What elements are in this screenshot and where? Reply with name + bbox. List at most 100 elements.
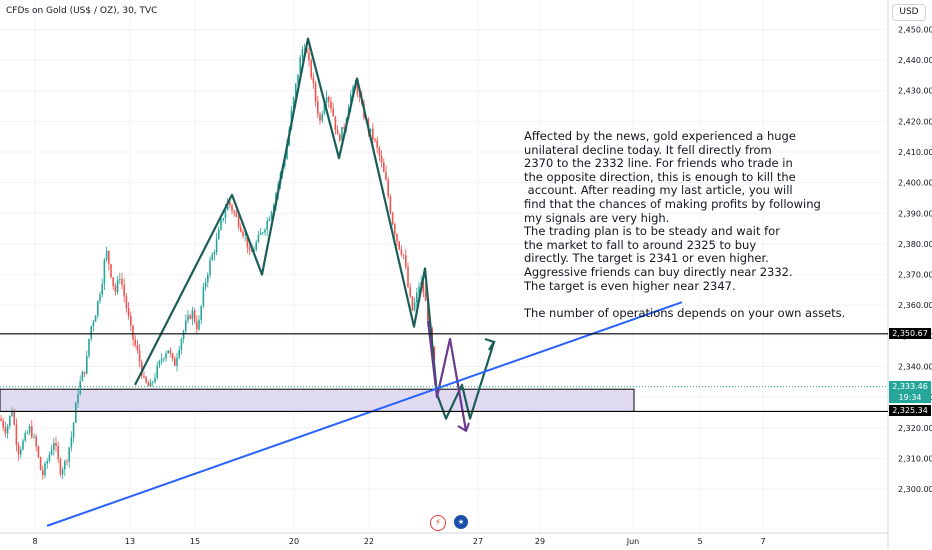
- candle-body: [28, 426, 31, 433]
- candle-body: [229, 201, 231, 206]
- symbol-title[interactable]: CFDs on Gold (US$ / OZ), 30, TVC: [6, 6, 158, 16]
- candle-body: [127, 308, 130, 316]
- x-tick-label: 8: [32, 537, 37, 546]
- candle-body: [46, 460, 48, 464]
- candle-body: [57, 445, 59, 460]
- lightning-event-icon[interactable]: ⚡: [430, 515, 446, 531]
- candle-body: [125, 296, 128, 309]
- candle-body: [53, 442, 55, 450]
- candle-body: [108, 250, 110, 265]
- candle-body: [13, 411, 15, 425]
- y-tick-label: 2,410.00: [898, 148, 932, 157]
- candle-body: [130, 315, 132, 326]
- x-tick-label: 22: [364, 537, 374, 546]
- x-tick-label: 13: [125, 537, 135, 546]
- y-tick-label: 2,440.00: [898, 56, 932, 65]
- note-line: directly. The target is 2341 or even hig…: [524, 251, 769, 266]
- candle-body: [4, 427, 7, 434]
- y-tick-label: 2,420.00: [898, 117, 932, 126]
- level-price-value: 2,333.46: [892, 381, 928, 391]
- candle-body: [33, 436, 35, 438]
- candle-body: [132, 325, 134, 340]
- candle-body: [303, 48, 306, 50]
- x-tick-label: 15: [190, 537, 200, 546]
- candle-body: [427, 300, 429, 320]
- candle-body: [20, 449, 22, 455]
- note-line: find that the chances of making profits …: [524, 196, 821, 211]
- note-line: the opposite direction, this is enough t…: [524, 169, 796, 184]
- candle-body: [143, 375, 145, 378]
- candle-body: [358, 93, 361, 97]
- candle-body: [207, 274, 209, 282]
- candle-body: [237, 216, 240, 228]
- candle-body: [81, 371, 84, 382]
- candle-body: [202, 286, 205, 307]
- candle-body: [160, 359, 163, 361]
- candle-body: [341, 127, 343, 141]
- candle-body: [240, 227, 242, 232]
- candle-body: [163, 358, 165, 360]
- note-line: unilateral decline today. It fell direct…: [524, 142, 772, 157]
- price-levels: [0, 333, 888, 413]
- y-tick-label: 2,360.00: [898, 301, 932, 310]
- candle-body: [402, 254, 405, 256]
- level-price-tag: 2,325.34: [889, 405, 931, 417]
- candle-body: [356, 84, 359, 94]
- candle-body: [88, 339, 90, 357]
- note-line: Aggressive friends can buy directly near…: [524, 264, 793, 279]
- note-line: [524, 293, 884, 307]
- candle-body: [297, 74, 299, 84]
- x-tick-label: 7: [760, 537, 765, 546]
- candle-body: [79, 381, 81, 395]
- candle-body: [246, 234, 249, 248]
- us-flag-event-icon[interactable]: ★: [454, 515, 468, 529]
- candle-body: [147, 382, 150, 387]
- candle-body: [182, 331, 185, 340]
- y-tick-label: 2,300.00: [898, 485, 932, 494]
- candle-body: [55, 442, 57, 446]
- zone-layer: [0, 388, 635, 412]
- candle-body: [418, 286, 420, 293]
- candle-body: [154, 377, 156, 382]
- candle-body: [50, 449, 53, 455]
- candle-body: [422, 282, 425, 293]
- candle-body: [270, 211, 273, 219]
- candle-body: [385, 171, 387, 181]
- candle-body: [319, 114, 321, 121]
- y-tick-label: 2,390.00: [898, 209, 932, 218]
- candle-body: [220, 219, 222, 230]
- candle-body: [121, 278, 123, 285]
- forecast-zigzag-line: [134, 37, 496, 420]
- x-tick-label: 27: [473, 537, 483, 546]
- currency-button[interactable]: USD: [892, 4, 926, 21]
- candle-body: [167, 350, 169, 354]
- analysis-note: Affected by the news, gold experienced a…: [524, 129, 884, 320]
- candle-body: [68, 447, 70, 462]
- candle-body: [198, 319, 200, 330]
- candle-body: [400, 249, 403, 255]
- candle-body: [110, 264, 112, 278]
- candle-body: [264, 229, 266, 233]
- candle-body: [323, 102, 326, 114]
- note-line: The number of operations depends on your…: [524, 305, 846, 320]
- candle-body: [103, 260, 106, 284]
- candle-body: [292, 97, 295, 111]
- candle-body: [251, 249, 253, 252]
- candle-body: [83, 371, 86, 374]
- candle-body: [262, 232, 264, 234]
- candle-body: [231, 205, 233, 211]
- candle-body: [123, 284, 125, 297]
- candle-body: [257, 234, 260, 243]
- candle-body: [116, 279, 119, 293]
- candle-body: [156, 365, 158, 378]
- x-tick-label: Jun: [626, 537, 640, 546]
- time-axis: 8 13 15 20 22 27 29 Jun 5 7: [32, 537, 765, 546]
- candle-body: [9, 415, 11, 426]
- candle-body: [394, 224, 396, 234]
- candle-body: [59, 459, 62, 475]
- candle-body: [286, 145, 288, 160]
- candle-body: [376, 140, 378, 148]
- candle-body: [248, 247, 251, 250]
- candle-body: [196, 321, 198, 330]
